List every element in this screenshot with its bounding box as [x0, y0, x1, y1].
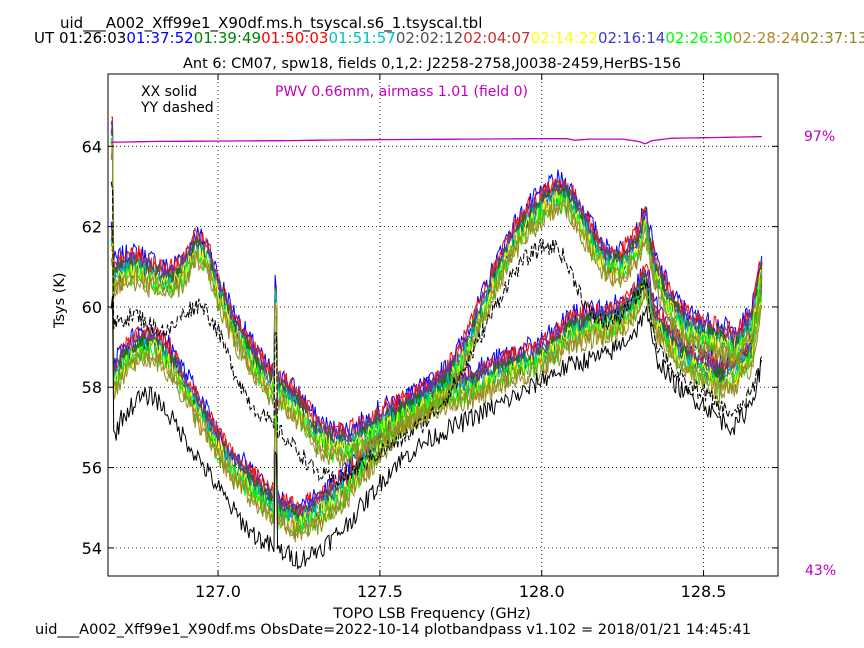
ut-time-10: 02:28:24 [732, 29, 801, 47]
ut-time-2: 01:39:49 [193, 29, 262, 47]
x-tick-label: 128.5 [681, 582, 727, 601]
y-tick-label: 60 [82, 298, 102, 317]
series-lower-01:26:03 [110, 295, 763, 570]
plot-footer: uid___A002_Xff99e1_X90df.ms ObsDate=2022… [35, 622, 752, 638]
ut-time-4: 01:51:57 [328, 29, 396, 47]
series-upper-02:28:24 [110, 139, 763, 466]
ut-time-0: 01:26:03 [58, 29, 127, 47]
x-axis-label: TOPO LSB Frequency (GHz) [333, 606, 531, 622]
series-upper-01:26:03 [110, 181, 763, 486]
ut-time-11: 02:37:13 [800, 29, 864, 47]
plot-title: uid___A002_Xff99e1_X90df.ms.h_tsyscal.s6… [60, 14, 483, 32]
series-lower-02:37:13 [110, 258, 763, 543]
x-tick-label: 127.0 [195, 582, 241, 601]
ut-times-line: UT 01:26:0301:37:5201:39:4901:50:0301:51… [34, 29, 864, 47]
ut-time-1: 01:37:52 [126, 29, 194, 47]
plot-subtitle: Ant 6: CM07, spw18, fields 0,1,2: J2258-… [183, 56, 681, 72]
ut-time-9: 02:26:30 [665, 29, 733, 47]
ut-time-8: 02:16:14 [597, 29, 666, 47]
legend-xx-solid: XX solid [141, 84, 198, 100]
series-upper-02:37:13 [110, 151, 763, 469]
transmission-top-percent: 97% [804, 129, 836, 145]
y-tick-label: 64 [82, 137, 102, 156]
y-tick-label: 62 [82, 218, 102, 237]
transmission-bottom-percent: 43% [805, 563, 837, 579]
pwv-label: PWV 0.66mm, airmass 1.01 (field 0) [275, 84, 529, 100]
y-tick-label: 54 [82, 539, 102, 558]
series-upper-02:04:07 [110, 118, 763, 448]
x-tick-label: 127.5 [357, 582, 403, 601]
ut-time-7: 02:14:22 [530, 29, 598, 47]
ut-times: 01:26:0301:37:5201:39:4901:50:0301:51:57… [59, 29, 864, 47]
pwv-transmission-line [111, 135, 762, 145]
legend-yy-dashed: YY dashed [141, 100, 214, 116]
plot-frame [107, 73, 779, 577]
ut-time-5: 02:02:12 [395, 29, 464, 47]
ut-time-3: 01:50:03 [261, 29, 329, 47]
y-tick-label: 58 [82, 378, 102, 397]
x-tick-label: 128.0 [519, 582, 565, 601]
ut-time-6: 02:04:07 [463, 29, 531, 47]
ut-prefix: UT [34, 29, 55, 47]
y-tick-label: 56 [82, 459, 102, 478]
